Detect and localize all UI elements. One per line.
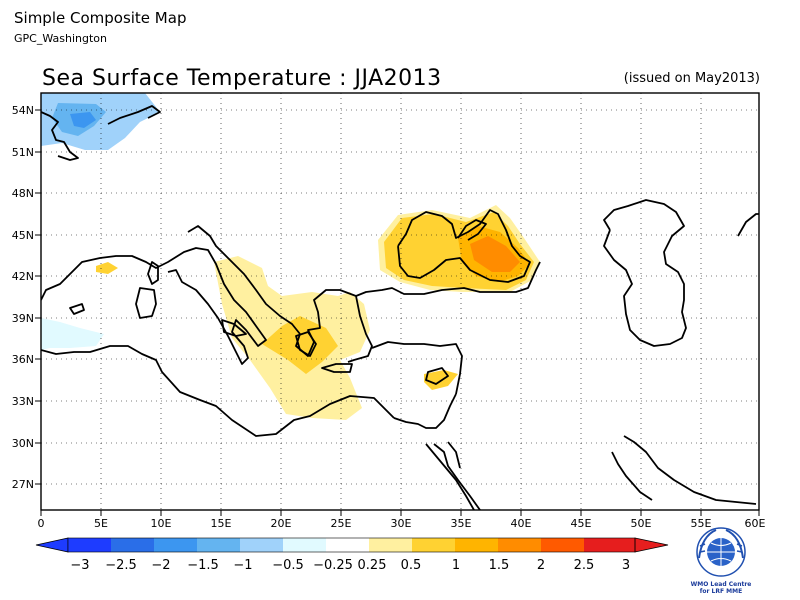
island-corsica: [147, 261, 159, 285]
coast-north-africa: [41, 345, 395, 437]
colorbar-label: −3: [70, 558, 89, 573]
island-crete: [321, 363, 353, 373]
colorbar-label: 0.25: [358, 558, 387, 573]
lon-label: 0: [38, 517, 45, 530]
colorbar-swatch: [584, 538, 627, 552]
gridlines: [41, 93, 759, 510]
lat-label: 39N: [12, 312, 34, 325]
wmo-logo-icon: [696, 527, 746, 577]
lat-label: 45N: [12, 229, 34, 242]
colorbar-arrow-right: [634, 537, 669, 553]
lon-label: 50E: [631, 517, 652, 530]
lon-label: 5E: [94, 517, 108, 530]
lon-label: 45E: [571, 517, 592, 530]
coast-black-sea: [397, 209, 531, 283]
island-peloponnese: [295, 331, 317, 357]
island-balearic: [69, 303, 85, 315]
colorbar-swatch: [197, 538, 240, 552]
lat-label: 42N: [12, 270, 34, 283]
shade-neg-iberia: [41, 318, 104, 350]
lat-label: 33N: [12, 395, 34, 408]
colorbar-swatch: [240, 538, 283, 552]
coast-aegean-turkey: [355, 261, 541, 297]
lon-label: 40E: [511, 517, 532, 530]
colorbar-swatch: [627, 538, 635, 552]
colorbar-label: −1: [233, 558, 252, 573]
colorbar-label: −2.5: [105, 558, 137, 573]
coast-red-sea-west: [425, 443, 475, 510]
colorbar-swatch: [154, 538, 197, 552]
lon-label: 35E: [451, 517, 472, 530]
colorbar-swatch: [455, 538, 498, 552]
map-title: Sea Surface Temperature : JJA2013: [42, 66, 442, 91]
issued-date: (issued on May2013): [623, 71, 760, 86]
lat-label: 30N: [12, 437, 34, 450]
tick-marks: [35, 109, 760, 516]
colorbar-label: −2: [151, 558, 170, 573]
lon-label: 10E: [151, 517, 172, 530]
lat-label: 54N: [12, 104, 34, 117]
lat-label: 36N: [12, 353, 34, 366]
coast-britain: [41, 105, 161, 161]
lon-label: 15E: [211, 517, 232, 530]
colorbar-swatch: [412, 538, 455, 552]
anomaly-shading: [41, 93, 540, 420]
colorbar-swatch: [111, 538, 154, 552]
shade-pos-blacksea-core: [470, 236, 520, 272]
colorbar-swatch: [326, 538, 369, 552]
coast-red-sea-east: [433, 443, 481, 510]
coast-caspian-ne: [737, 213, 759, 237]
colorbar-swatch: [498, 538, 541, 552]
coastlines: [41, 105, 759, 510]
lon-label: 60E: [745, 517, 766, 530]
lat-label: 27N: [12, 478, 34, 491]
colorbar-label: −0.5: [272, 558, 304, 573]
lat-label: 51N: [12, 146, 34, 159]
colorbar-label: 2.5: [574, 558, 595, 573]
colorbar-swatch: [283, 538, 326, 552]
colorbar-label: 2: [537, 558, 545, 573]
shade-pos-sardinia: [96, 262, 118, 274]
lon-labels: 0 5E 10E 15E 20E 25E 30E 35E 40E 45E 50E…: [38, 517, 766, 530]
coast-gulf-suez: [447, 441, 461, 469]
coast-persian-gulf-west: [611, 451, 653, 501]
island-sardinia: [135, 287, 157, 319]
lon-label: 55E: [691, 517, 712, 530]
coast-turkey-south: [371, 341, 463, 395]
lon-label: 25E: [331, 517, 352, 530]
colorbar-labels: −3 −2.5 −2 −1.5 −1 −0.5 −0.25 0.25 0.5 1…: [70, 558, 630, 573]
shade-neg-north-atlantic-core: [70, 112, 96, 128]
colorbar-label: 3: [622, 558, 630, 573]
island-cyprus: [425, 367, 449, 385]
coast-levant: [393, 393, 457, 429]
colorbar-swatch: [68, 538, 111, 552]
logo-caption: WMO Lead Centre for LRF MME: [690, 581, 752, 595]
colorbar-label: 1.5: [489, 558, 510, 573]
colorbar-label: −0.25: [313, 558, 353, 573]
colorbar-label: 1: [452, 558, 460, 573]
coast-caspian: [603, 199, 687, 347]
lat-label: 48N: [12, 187, 34, 200]
colorbar-swatch: [541, 538, 584, 552]
colorbar: [35, 537, 669, 553]
colorbar-label: 0.5: [401, 558, 422, 573]
plot-frame: [40, 92, 760, 511]
app-title: Simple Composite Map: [14, 9, 187, 27]
app-subtitle: GPC_Washington: [14, 32, 107, 45]
coast-azov: [457, 219, 487, 241]
lat-labels: 54N 51N 48N 45N 42N 39N 36N 33N 30N 27N: [12, 104, 34, 491]
shade-pos-med-mid: [262, 316, 338, 374]
colorbar-swatch: [369, 538, 412, 552]
colorbar-arrow-left: [35, 537, 69, 553]
lon-label: 20E: [271, 517, 292, 530]
coast-persian-gulf: [623, 435, 757, 505]
lon-label: 30E: [391, 517, 412, 530]
island-sicily: [221, 319, 247, 337]
colorbar-label: −1.5: [187, 558, 219, 573]
